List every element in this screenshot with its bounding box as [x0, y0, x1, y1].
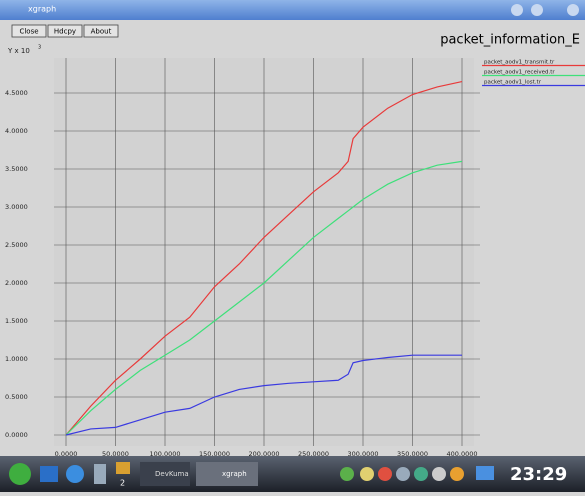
y-axis-label-exponent: 3 — [38, 45, 41, 51]
window-title: xgraph — [28, 5, 56, 14]
chart-title: packet_information_E — [440, 33, 580, 48]
toolbar-button[interactable] — [83, 24, 119, 38]
x-tick-label: 200.0000 — [248, 450, 279, 458]
tray-icon[interactable] — [414, 467, 428, 481]
toolbar-button[interactable] — [11, 24, 47, 38]
title-bar — [0, 0, 585, 20]
tray-icon[interactable] — [378, 467, 392, 481]
task-label: DevKuma — [155, 470, 189, 478]
task-label: xgraph — [222, 470, 247, 478]
close-window-button[interactable] — [567, 4, 579, 16]
x-tick-label: 50.0000 — [102, 450, 129, 458]
x-tick-label: 0.0000 — [55, 450, 78, 458]
x-tick-label: 100.0000 — [149, 450, 180, 458]
y-tick-label: 3.0000 — [5, 203, 28, 211]
desktop-number: 2 — [120, 479, 125, 488]
minimize-button[interactable] — [511, 4, 523, 16]
maximize-button[interactable] — [531, 4, 543, 16]
data-line — [65, 354, 462, 436]
task-button[interactable] — [140, 462, 190, 486]
launcher-icon[interactable] — [40, 466, 58, 482]
launcher-icon[interactable] — [94, 464, 106, 484]
toolbar-button-label: About — [91, 28, 112, 36]
y-tick-label: 1.0000 — [5, 355, 28, 363]
clock: 23:29 — [510, 464, 567, 485]
y-tick-label: 4.5000 — [5, 89, 28, 97]
tray-icon[interactable] — [450, 467, 464, 481]
x-tick-label: 350.0000 — [397, 450, 428, 458]
start-button[interactable] — [9, 463, 31, 485]
tray-icon[interactable] — [360, 467, 374, 481]
taskbar — [0, 456, 585, 492]
x-tick-label: 250.0000 — [298, 450, 329, 458]
tray-icon[interactable] — [432, 467, 446, 481]
task-button[interactable] — [196, 462, 258, 486]
toolbar-button-label: Close — [19, 28, 38, 36]
tray — [340, 466, 494, 481]
y-tick-label: 2.5000 — [5, 241, 28, 249]
desktop-pager[interactable] — [116, 462, 130, 474]
tray-icon[interactable] — [340, 467, 354, 481]
toolbar-button-label: Hdcpy — [54, 28, 76, 36]
x-tick-label: 150.0000 — [199, 450, 230, 458]
data-line — [65, 160, 463, 436]
x-tick-label: 300.0000 — [347, 450, 378, 458]
legend-label: packet_aodv1_received.tr — [484, 70, 555, 76]
x-tick-label: 400.0000 — [446, 450, 477, 458]
launcher-icon[interactable] — [66, 465, 84, 483]
tray-icon[interactable] — [476, 466, 494, 480]
tray-icon[interactable] — [396, 467, 410, 481]
y-tick-label: 4.0000 — [5, 127, 28, 135]
legend-label: packet_aodv1_lost.tr — [484, 80, 542, 86]
legend-label: packet_aodv1_transmit.tr — [484, 60, 555, 66]
y-tick-label: 1.5000 — [5, 317, 28, 325]
y-tick-label: 2.0000 — [5, 279, 28, 287]
y-tick-label: 3.5000 — [5, 165, 28, 173]
y-tick-label: 0.5000 — [5, 393, 28, 401]
data-line — [65, 81, 463, 436]
y-tick-label: 0.0000 — [5, 431, 28, 439]
toolbar-button[interactable] — [47, 24, 83, 38]
y-axis-label: Y x 10 — [7, 47, 30, 55]
